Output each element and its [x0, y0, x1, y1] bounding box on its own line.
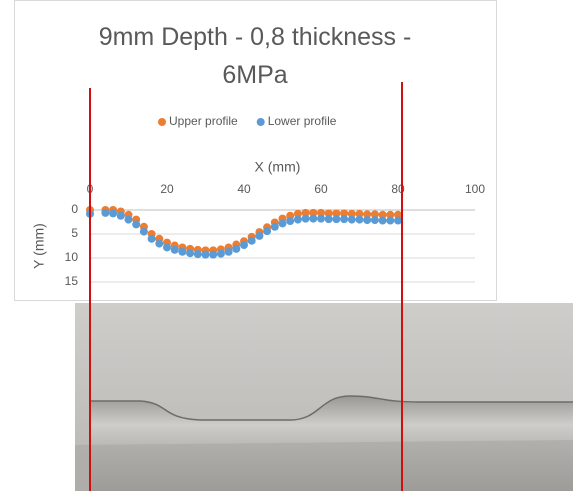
data-point — [201, 250, 210, 259]
data-point — [278, 219, 287, 228]
legend-marker — [256, 118, 265, 126]
x-tick-label: 100 — [465, 182, 485, 196]
y-tick-label: 10 — [65, 250, 79, 264]
data-point — [186, 249, 195, 258]
data-point — [109, 209, 118, 218]
data-point — [155, 239, 164, 248]
data-point — [394, 210, 402, 219]
y-tick-label: 15 — [65, 274, 79, 288]
x-tick-label: 20 — [160, 182, 174, 196]
data-point — [324, 209, 333, 218]
data-point — [386, 210, 395, 219]
data-point — [132, 220, 141, 229]
data-point — [293, 209, 302, 218]
data-point — [139, 227, 148, 236]
data-point — [355, 215, 364, 224]
data-point — [193, 250, 202, 259]
data-point — [101, 208, 110, 217]
data-point — [263, 227, 272, 236]
data-point — [317, 208, 325, 217]
chart-frame — [14, 0, 497, 301]
data-point — [317, 214, 325, 223]
data-point — [340, 209, 349, 218]
data-point — [378, 210, 387, 219]
x-axis-label: X (mm) — [255, 159, 301, 175]
data-point — [309, 214, 318, 223]
data-point — [347, 215, 356, 224]
photo — [75, 303, 573, 491]
y-tick-label: 5 — [71, 226, 78, 240]
data-point — [324, 215, 333, 224]
y-tick-label: 0 — [71, 202, 78, 216]
data-point — [178, 247, 187, 256]
data-point — [209, 250, 218, 259]
data-point — [301, 214, 310, 223]
data-point — [332, 215, 341, 224]
data-point — [309, 208, 318, 217]
data-point — [386, 216, 395, 225]
chart-title: 9mm Depth - 0,8 thickness - 6MPa — [98, 23, 412, 89]
data-point — [270, 222, 279, 231]
data-point — [163, 243, 171, 252]
data-point — [340, 215, 349, 224]
data-point — [394, 216, 402, 225]
data-point — [293, 215, 302, 224]
x-tick-label: 40 — [237, 182, 251, 196]
data-point — [355, 209, 364, 218]
data-point — [286, 217, 295, 226]
legend-label: Lower profile — [268, 114, 337, 128]
data-point — [347, 209, 356, 218]
photo-shadow — [75, 440, 573, 491]
data-point — [170, 245, 179, 254]
data-point — [363, 216, 372, 225]
data-point — [232, 244, 241, 253]
data-point — [147, 234, 156, 243]
data-point — [224, 247, 233, 256]
y-axis-label: Y (mm) — [31, 223, 47, 269]
data-point — [255, 231, 264, 240]
data-point — [370, 216, 379, 225]
data-point — [247, 236, 256, 245]
x-tick-label: 60 — [314, 182, 328, 196]
data-point — [116, 211, 125, 220]
profile-edge — [90, 395, 573, 421]
data-point — [216, 249, 225, 258]
data-point — [332, 209, 341, 218]
data-point — [363, 210, 372, 219]
data-point — [240, 241, 248, 250]
data-point — [378, 216, 387, 225]
legend-label: Upper profile — [169, 114, 238, 128]
data-point — [370, 210, 379, 219]
data-point — [124, 215, 133, 224]
data-point — [301, 208, 310, 217]
legend-marker — [158, 118, 166, 126]
